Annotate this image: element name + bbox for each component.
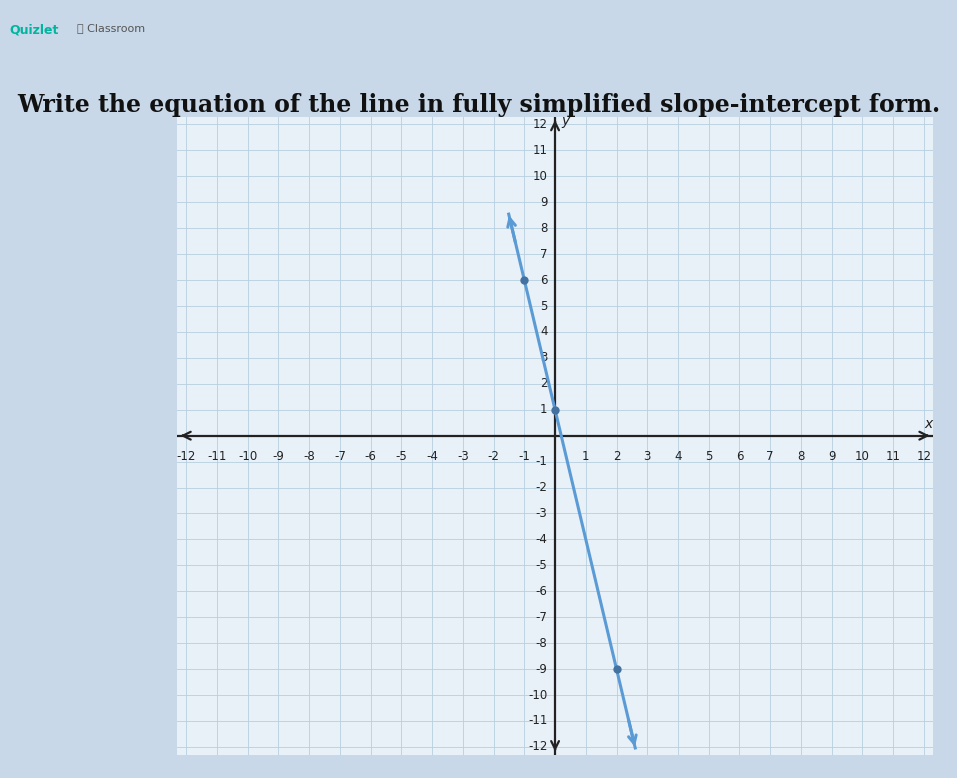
Text: -4: -4 (426, 450, 438, 463)
Text: -12: -12 (528, 741, 547, 753)
Text: -3: -3 (457, 450, 469, 463)
Text: 5: 5 (540, 300, 547, 313)
Text: 6: 6 (540, 274, 547, 286)
Text: 11: 11 (885, 450, 901, 463)
Text: 12: 12 (532, 118, 547, 131)
Text: -9: -9 (273, 450, 284, 463)
Text: -10: -10 (238, 450, 257, 463)
Text: 3: 3 (643, 450, 651, 463)
Text: -8: -8 (536, 636, 547, 650)
Text: -1: -1 (536, 455, 547, 468)
Text: 2: 2 (540, 377, 547, 391)
Text: y: y (562, 114, 570, 128)
Text: -5: -5 (536, 559, 547, 572)
Text: 4: 4 (540, 325, 547, 338)
Text: 9: 9 (540, 196, 547, 209)
Text: 12: 12 (917, 450, 931, 463)
Text: -11: -11 (208, 450, 227, 463)
Text: 2: 2 (612, 450, 620, 463)
Text: 1: 1 (540, 403, 547, 416)
Text: -7: -7 (536, 611, 547, 624)
Text: 10: 10 (855, 450, 870, 463)
Text: 7: 7 (540, 247, 547, 261)
Text: -9: -9 (536, 663, 547, 675)
Text: x: x (924, 417, 932, 431)
Text: -3: -3 (536, 507, 547, 520)
Text: -2: -2 (536, 481, 547, 494)
Text: -11: -11 (528, 714, 547, 727)
Text: 9: 9 (828, 450, 835, 463)
Text: -6: -6 (365, 450, 377, 463)
Text: 5: 5 (705, 450, 712, 463)
Text: 7: 7 (767, 450, 774, 463)
Text: 11: 11 (532, 144, 547, 157)
Text: -5: -5 (395, 450, 408, 463)
Text: 3: 3 (540, 352, 547, 364)
Text: ⬛ Classroom: ⬛ Classroom (77, 23, 145, 33)
Text: -1: -1 (519, 450, 530, 463)
Text: -2: -2 (488, 450, 500, 463)
Text: -4: -4 (536, 533, 547, 546)
Text: -7: -7 (334, 450, 345, 463)
Text: 8: 8 (797, 450, 805, 463)
Text: Quizlet: Quizlet (10, 23, 59, 37)
Text: Write the equation of the line in fully simplified slope-intercept form.: Write the equation of the line in fully … (17, 93, 940, 117)
Text: 4: 4 (675, 450, 681, 463)
Text: -8: -8 (303, 450, 315, 463)
Text: 8: 8 (540, 222, 547, 235)
Text: 10: 10 (532, 170, 547, 183)
Text: 1: 1 (582, 450, 590, 463)
Text: -6: -6 (536, 585, 547, 598)
Text: -12: -12 (177, 450, 196, 463)
Text: 6: 6 (736, 450, 744, 463)
Text: -10: -10 (528, 689, 547, 702)
